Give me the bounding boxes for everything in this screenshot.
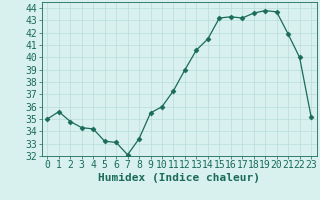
X-axis label: Humidex (Indice chaleur): Humidex (Indice chaleur) [98, 173, 260, 183]
